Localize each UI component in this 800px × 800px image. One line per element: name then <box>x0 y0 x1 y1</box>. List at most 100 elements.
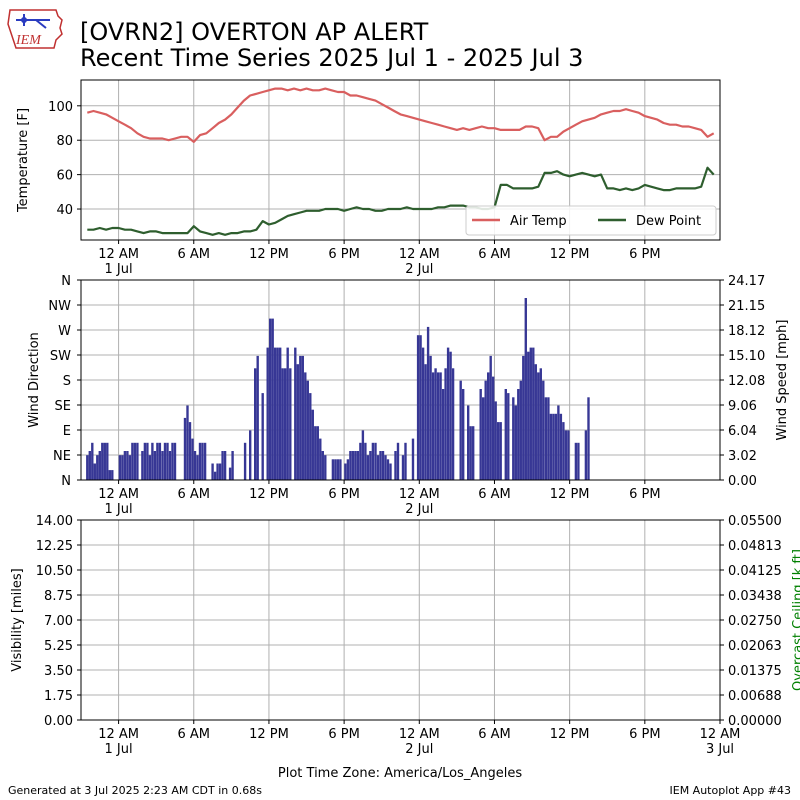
x-tick-label: 6 PM <box>629 247 660 262</box>
x-tick-label: 12 AM <box>98 727 139 742</box>
wind-speed-bar <box>148 455 152 480</box>
logo-text: IEM <box>15 33 42 48</box>
wind-speed-bar <box>213 471 217 480</box>
wind-speed-bar <box>274 347 277 480</box>
wind-speed-bar <box>276 347 279 480</box>
wind-speed-bar <box>394 451 397 480</box>
wind-speed-bar <box>196 455 199 480</box>
y-tick-label: 80 <box>56 134 73 149</box>
wind-speed-bar <box>321 451 324 480</box>
wind-speed-bar <box>136 442 139 480</box>
wind-speed-bar <box>211 463 214 480</box>
wind-speed-bar <box>587 397 590 480</box>
x-tick-label: 6 PM <box>328 487 359 502</box>
wind-speed-bar <box>552 413 555 480</box>
speed-tick-label: 21.15 <box>728 299 765 314</box>
speed-tick-label: 12.08 <box>728 374 765 389</box>
wind-speed-bar <box>584 430 588 480</box>
wind-speed-bar <box>542 380 545 480</box>
wind-speed-bar <box>492 376 495 480</box>
wind-speed-bar <box>314 426 317 480</box>
wind-speed-bar <box>271 318 274 480</box>
visibility-tick-label: 7.00 <box>44 614 73 629</box>
wind-speed-bar <box>416 335 420 480</box>
wind-speed-bar <box>444 368 447 480</box>
wind-speed-bar <box>296 364 299 480</box>
y-axis-label: Wind Direction <box>27 332 42 428</box>
wind-speed-bar <box>141 451 144 480</box>
wind-speed-bar <box>419 335 422 480</box>
wind-speed-bar <box>306 380 309 480</box>
wind-speed-bar <box>319 438 322 480</box>
legend-label: Dew Point <box>636 214 701 229</box>
wind-speed-bar <box>153 451 157 480</box>
wind-speed-bar <box>286 347 289 480</box>
visibility-tick-label: 5.25 <box>44 639 73 654</box>
x-tick-label: 6 AM <box>478 247 511 262</box>
wind-speed-bar <box>354 451 357 480</box>
wind-speed-bar <box>151 442 154 480</box>
x-tick-label: 12 AM <box>98 487 139 502</box>
wind-speed-bar <box>166 442 169 480</box>
x-tick-label: 12 AM <box>700 727 741 742</box>
speed-tick-label: 15.10 <box>728 349 765 364</box>
wind-speed-bar <box>309 393 312 480</box>
direction-tick-label: NE <box>53 449 71 464</box>
wind-speed-bar <box>331 459 335 480</box>
wind-speed-bar <box>369 451 372 480</box>
wind-speed-bar <box>103 442 106 480</box>
wind-speed-bar <box>537 372 540 480</box>
x-tick-label: 6 AM <box>178 727 211 742</box>
direction-tick-label: SE <box>55 399 71 414</box>
wind-speed-bar <box>361 430 365 480</box>
wind-speed-bar <box>311 409 314 480</box>
direction-tick-label: S <box>63 374 71 389</box>
visibility-tick-label: 3.50 <box>44 664 73 679</box>
wind-speed-bar <box>86 455 89 480</box>
wind-speed-bar <box>389 463 392 480</box>
ceiling-tick-label: 0.04813 <box>728 539 782 554</box>
wind-speed-bar <box>562 422 565 480</box>
wind-speed-bar <box>507 393 510 480</box>
ceiling-tick-label: 0.04125 <box>728 564 782 579</box>
visibility-tick-label: 14.00 <box>36 514 73 529</box>
visibility-tick-label: 1.75 <box>44 689 73 704</box>
wind-speed-bar <box>171 442 174 480</box>
visibility-tick-label: 0.00 <box>44 714 73 729</box>
wind-speed-bar <box>143 442 147 480</box>
wind-speed-bar <box>459 380 462 480</box>
footer-generated: Generated at 3 Jul 2025 2:23 AM CDT in 0… <box>8 784 262 797</box>
wind-speed-bar <box>183 417 187 480</box>
direction-tick-label: W <box>58 324 71 339</box>
wind-speed-bar <box>256 355 259 480</box>
x-tick-label: 6 AM <box>478 487 511 502</box>
wind-speed-bar <box>449 351 452 480</box>
axes-frame <box>80 519 721 721</box>
direction-tick-label: E <box>63 424 71 439</box>
wind-speed-bar <box>188 422 192 480</box>
wind-speed-bar <box>514 405 517 480</box>
wind-speed-bar <box>346 459 350 480</box>
x-tick-sublabel: 1 Jul <box>105 502 133 517</box>
visibility-tick-label: 12.25 <box>36 539 73 554</box>
direction-tick-label: N <box>61 274 71 289</box>
wind-speed-bar <box>494 401 497 480</box>
wind-speed-bar <box>324 455 327 480</box>
wind-speed-bar <box>434 368 437 480</box>
footer-app: IEM Autoplot App #43 <box>669 784 792 797</box>
x-tick-label: 12 PM <box>249 487 289 502</box>
wind-speed-bar <box>193 451 197 480</box>
wind-speed-bar <box>424 364 427 480</box>
wind-speed-bar <box>289 368 292 480</box>
wind-speed-bar <box>404 442 407 480</box>
wind-speed-bar <box>517 389 520 480</box>
wind-speed-bar <box>364 442 367 480</box>
y-tick-label: 100 <box>48 100 73 115</box>
ceiling-tick-label: 0.00688 <box>728 689 782 704</box>
y2-axis-label: Wind Speed [mph] <box>775 320 790 441</box>
wind-speed-bar <box>441 389 445 480</box>
wind-speed-bar <box>96 455 99 480</box>
x-tick-label: 6 AM <box>178 487 211 502</box>
wind-speed-bar <box>519 380 522 480</box>
wind-speed-bar <box>401 455 405 480</box>
